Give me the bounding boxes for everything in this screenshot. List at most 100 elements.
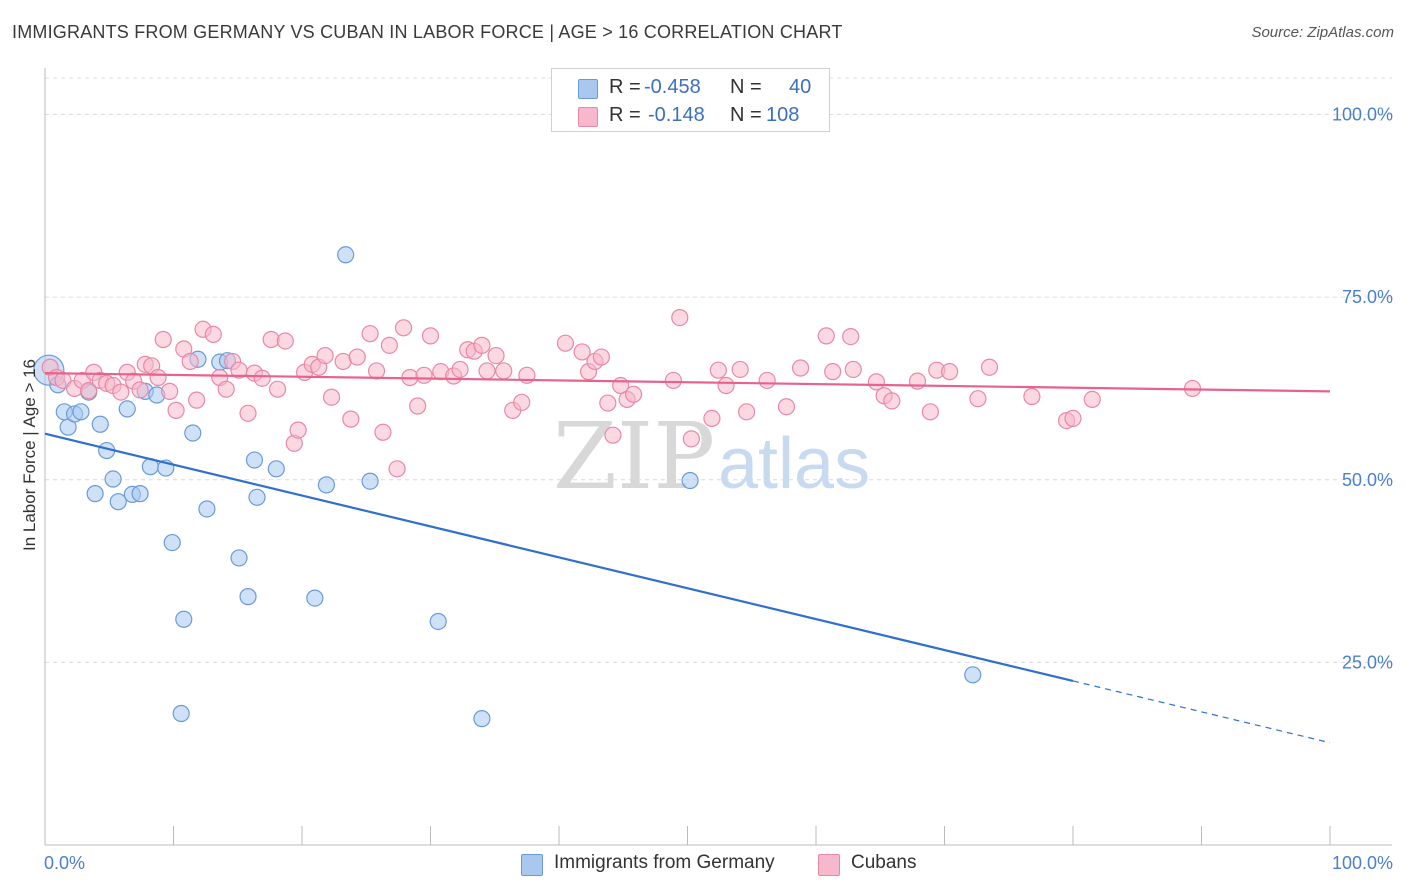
- legend-n-value: 108: [766, 104, 800, 126]
- germany-point: [361, 472, 379, 490]
- tick-labels: 100.0% 75.0% 50.0% 25.0% 0.0% 100.0%: [44, 105, 1393, 873]
- cubans-point: [513, 393, 531, 411]
- legend-label-germany: Immigrants from Germany: [554, 852, 775, 873]
- cubans-point: [842, 327, 860, 346]
- germany-point: [317, 476, 336, 494]
- cubans-point: [253, 369, 271, 387]
- cubans-point: [604, 426, 622, 444]
- cubans-point: [217, 380, 235, 398]
- cubans-point: [758, 371, 776, 390]
- x-tick-label: 100.0%: [1332, 853, 1393, 873]
- cubans-point: [682, 430, 700, 448]
- cubans-point: [664, 371, 682, 390]
- cubans-point: [495, 362, 513, 380]
- germany-point: [172, 704, 190, 723]
- legend-n-label: N =: [730, 104, 762, 126]
- cubans-point: [239, 404, 257, 422]
- axes: [44, 68, 1392, 846]
- germany-point: [239, 588, 257, 606]
- cubans-point: [817, 327, 835, 345]
- germany-point: [131, 485, 149, 503]
- y-tick-label: 50.0%: [1342, 470, 1393, 490]
- cubans-point: [908, 372, 927, 390]
- cubans-point: [367, 362, 386, 380]
- cubans-point: [268, 380, 287, 398]
- cubans-trend-line: [44, 372, 1331, 393]
- watermark: ZIP atlas: [553, 403, 870, 510]
- legend-swatch-cubans: [578, 107, 598, 127]
- cubans-point: [204, 325, 222, 343]
- cubans-point: [883, 392, 901, 410]
- cubans-point: [342, 410, 360, 428]
- germany-point: [118, 400, 136, 418]
- cubans-point: [421, 327, 440, 345]
- correlation-legend: R = -0.458 N = 40 R = -0.148 N = 108: [551, 68, 830, 132]
- x-tick-label: 0.0%: [44, 853, 85, 873]
- cubans-point: [80, 382, 98, 400]
- germany-point: [163, 533, 181, 552]
- cubans-point: [824, 363, 842, 381]
- cubans-point: [1083, 390, 1101, 409]
- germany-point: [230, 549, 248, 567]
- germany-point: [175, 610, 193, 628]
- germany-point: [184, 424, 202, 442]
- cubans-point: [322, 388, 341, 406]
- germany-point: [964, 666, 982, 684]
- cubans-point: [374, 423, 392, 441]
- germany-trend-line-extension: [1072, 680, 1331, 744]
- germany-point: [245, 451, 264, 469]
- cubans-point: [394, 319, 413, 337]
- cubans-point: [671, 308, 689, 327]
- cubans-point: [969, 390, 987, 408]
- cubans-point: [451, 360, 469, 379]
- y-axis-label: In Labor Force | Age > 16: [20, 359, 39, 551]
- germany-point: [337, 246, 355, 264]
- source-label: Source: ZipAtlas.com: [1251, 24, 1394, 41]
- cubans-point: [181, 352, 199, 371]
- legend-n-value: 40: [789, 76, 812, 98]
- legend-n-label: N =: [730, 76, 762, 98]
- cubans-point: [487, 346, 505, 365]
- germany-point: [86, 485, 104, 503]
- cubans-point: [980, 358, 999, 376]
- cubans-point: [592, 348, 611, 366]
- cubans-point: [388, 460, 406, 478]
- cubans-point: [624, 385, 643, 403]
- cubans-point: [167, 401, 185, 419]
- cubans-point: [112, 383, 130, 401]
- chart-title: IMMIGRANTS FROM GERMANY VS CUBAN IN LABO…: [12, 22, 843, 42]
- legend-swatch-germany: [521, 854, 543, 876]
- cubans-point: [415, 366, 433, 384]
- legend-r-value: -0.148: [648, 104, 705, 126]
- germany-point: [681, 471, 699, 490]
- cubans-point: [188, 391, 206, 409]
- cubans-point: [703, 409, 721, 428]
- germany-point: [248, 488, 266, 506]
- legend-row-cubans: R = -0.148 N = 108: [552, 101, 829, 129]
- cubans-point: [1064, 409, 1082, 428]
- trend-lines: [44, 372, 1331, 744]
- cubans-point: [1023, 387, 1041, 406]
- cubans-point: [473, 336, 491, 354]
- legend-r-label: R =: [609, 76, 641, 98]
- germany-point: [72, 403, 90, 421]
- cubans-point: [289, 421, 307, 439]
- cubans-point: [316, 346, 334, 365]
- cubans-point: [131, 381, 149, 399]
- cubans-point: [791, 359, 810, 377]
- germany-trend-line: [44, 432, 1074, 683]
- cubans-point: [409, 397, 427, 415]
- cubans-point: [380, 336, 398, 354]
- cubans-point: [334, 352, 352, 371]
- cubans-point: [599, 394, 617, 412]
- cubans-point: [348, 348, 366, 366]
- y-tick-label: 25.0%: [1342, 652, 1393, 672]
- germany-point: [109, 493, 127, 511]
- legend-swatch-germany: [578, 79, 598, 99]
- germany-point: [198, 500, 216, 518]
- cubans-point: [844, 360, 862, 379]
- legend-r-value: -0.458: [644, 76, 701, 98]
- germany-point: [267, 460, 285, 478]
- legend-swatch-cubans: [818, 854, 840, 876]
